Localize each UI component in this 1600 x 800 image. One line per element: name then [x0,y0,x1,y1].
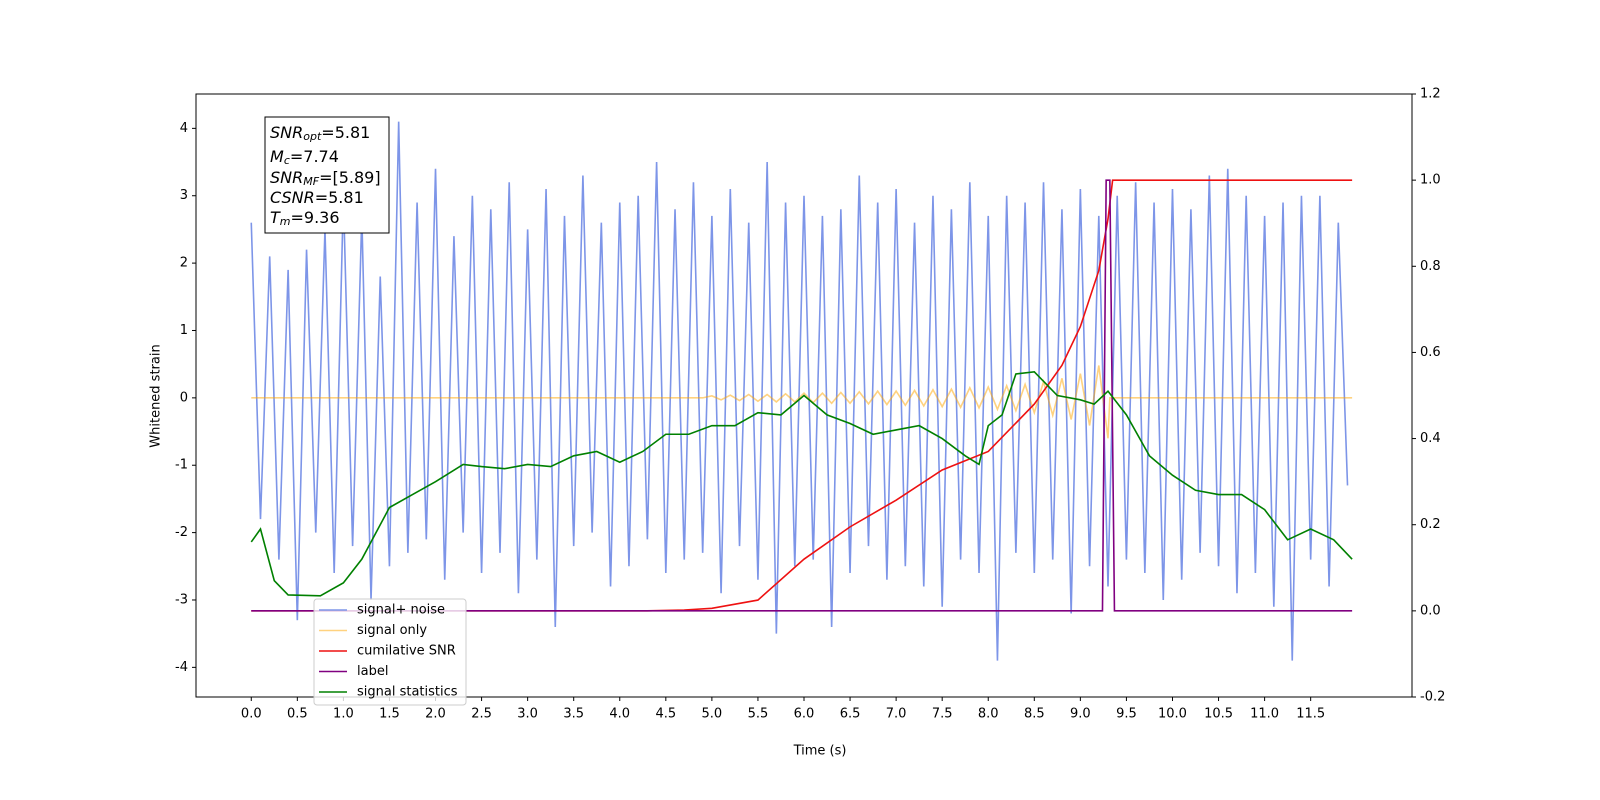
annotation-subscript: opt [303,130,322,143]
legend-label: signal statistics [357,685,458,700]
y2-tick-label: 0.0 [1420,603,1441,618]
y-axis-label: Whitened strain [149,344,164,447]
series-line [251,179,1353,612]
x-tick-label: 2.0 [425,707,446,722]
y-tick-label: -3 [175,592,188,607]
annotation-frame [264,116,390,234]
y-tick-label: -4 [175,660,188,675]
annotation-subscript: MF [303,175,319,188]
annotation-symbol: M [270,147,284,166]
y-tick-label: 2 [180,256,188,271]
y-tick-label: 3 [180,188,188,203]
y2-tick-label: -0.2 [1420,690,1445,705]
annotation-text: =9.36 [291,208,340,227]
x-tick-label: 1.0 [333,707,354,722]
legend-label: signal+ noise [357,603,445,618]
x-tick-label: 9.5 [1116,707,1137,722]
y-tick-label: -2 [175,525,188,540]
annotation-line: SNRopt=5.81 [270,123,370,144]
y2-tick-label: 0.8 [1420,259,1441,274]
x-tick-label: 6.5 [840,707,861,722]
annotation-box: SNRopt=5.81Mc=7.74SNRMF=[5.89]CSNR=5.81T… [264,116,390,234]
y-tick-label: 1 [180,323,188,338]
x-tick-label: 0.5 [287,707,308,722]
x-tick-label: 0.0 [241,707,262,722]
x-tick-label: 7.0 [886,707,907,722]
x-tick-label: 7.5 [932,707,953,722]
y2-tick-label: 0.6 [1420,345,1441,360]
annotation-line: SNRMF=[5.89] [270,168,381,189]
y-tick-label: 0 [180,390,188,405]
x-tick-label: 11.0 [1250,707,1279,722]
x-tick-label: 8.0 [978,707,999,722]
series-line [250,370,1353,597]
annotation-text: =[5.89] [319,168,381,187]
annotation-text: =5.81 [321,123,370,142]
y2-tick-label: 1.0 [1420,173,1441,188]
legend-label: cumilative SNR [357,644,456,659]
legend-label: signal only [357,623,427,638]
x-tick-label: 5.5 [748,707,769,722]
x-tick-label: 3.0 [517,707,538,722]
annotation-subscript: m [280,215,291,228]
x-tick-label: 6.0 [794,707,815,722]
x-tick-label: 1.5 [379,707,400,722]
x-tick-label: 11.5 [1296,707,1325,722]
annotation-symbol: CSNR [270,188,315,207]
x-tick-label: 4.5 [655,707,676,722]
x-tick-label: 4.0 [609,707,630,722]
legend: signal+ noise signal only cumilative SNR la… [313,598,467,706]
x-tick-label: 3.5 [563,707,584,722]
y-tick-label: -1 [175,458,188,473]
y2-tick-label: 0.2 [1420,517,1441,532]
annotation-text: =5.81 [315,188,364,207]
x-tick-label: 8.5 [1024,707,1045,722]
x-tick-label: 5.0 [702,707,723,722]
legend-frame [313,598,467,706]
annotation-text: =7.74 [290,147,339,166]
y2-tick-label: 0.4 [1420,431,1441,446]
annotation-symbol: T [270,208,281,227]
annotation-symbol: SNR [270,123,303,142]
x-axis-label: Time (s) [793,744,847,759]
series-line [251,365,1353,439]
annotation-line: Mc=7.74 [270,147,339,168]
x-tick-label: 10.0 [1158,707,1187,722]
y-tick-label: 4 [180,121,188,136]
annotation-line: Tm=9.36 [270,208,340,229]
legend-label: label [357,664,388,679]
series-line [250,121,1349,661]
x-tick-label: 9.0 [1070,707,1091,722]
annotation-symbol: SNR [270,168,303,187]
series-line [251,179,1353,612]
y2-tick-label: 1.2 [1420,87,1441,102]
plot-area [250,121,1353,661]
annotation-subscript: c [284,154,290,167]
x-tick-label: 2.5 [471,707,492,722]
x-tick-label: 10.5 [1204,707,1233,722]
annotation-line: CSNR=5.81 [270,188,364,207]
